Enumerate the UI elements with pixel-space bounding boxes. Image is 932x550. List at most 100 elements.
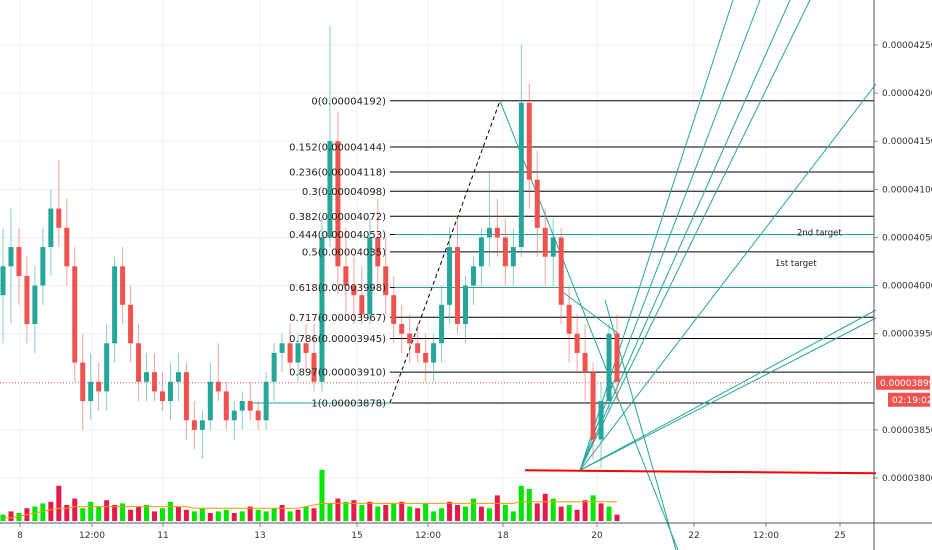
volume-bar [359, 505, 365, 521]
candle-body [136, 343, 142, 382]
last-price-tag [876, 375, 930, 390]
candle-body [239, 401, 245, 411]
candle-body [24, 275, 30, 325]
candle-body [534, 179, 540, 228]
fan-line [579, 83, 877, 471]
x-tick-label: 8 [17, 531, 23, 541]
fib-level-label: 0.5(0.00004035) [302, 247, 386, 258]
y-tick-label: 0.00004200 [882, 89, 932, 99]
candle-body [287, 343, 293, 363]
x-tick-label: 12:00 [79, 531, 105, 541]
support-line [524, 469, 877, 475]
candle-body [167, 381, 173, 402]
fan-line [579, 309, 877, 471]
volume-bar [56, 485, 62, 521]
candle-body [120, 266, 126, 305]
candle-body [104, 343, 110, 392]
volume-bar [439, 508, 445, 521]
candle-body [215, 381, 221, 392]
y-tick-label: 0.00004250 [882, 41, 932, 51]
volume-bar [152, 511, 158, 521]
candle-body [598, 401, 604, 440]
candle-body [8, 247, 14, 267]
y-axis[interactable]: 0.00004250 0.00004200 0.00004150 0.00004100… [873, 0, 932, 550]
moving-average-line [3, 501, 617, 519]
volume-bar [136, 506, 142, 521]
volume-bar [526, 489, 532, 521]
fib-level-label: 0.236(0.00004118) [289, 168, 386, 179]
volume-bar [478, 506, 484, 521]
x-tick-label: 20 [591, 531, 603, 541]
volume-bar [518, 485, 524, 521]
candle-body [152, 372, 158, 392]
drawings-layer [0, 0, 877, 550]
fib-level-label: 0.152(0.00004144) [289, 142, 386, 153]
candles [0, 25, 620, 469]
candle-body [88, 381, 94, 402]
candle-body [32, 285, 38, 325]
candle-body [478, 237, 484, 267]
volume-bar [335, 498, 341, 521]
volume-bar [8, 511, 14, 521]
fib-level-label: 1(0.00003878) [311, 398, 386, 409]
candle-body [335, 141, 341, 267]
volume-bar [391, 503, 397, 521]
volume-bar [279, 505, 285, 521]
y-tick-label: 0.00004150 [882, 137, 932, 147]
volume-bar [144, 505, 150, 521]
volume-bar [550, 498, 556, 521]
volume-bar [566, 505, 572, 521]
countdown-tag [888, 392, 930, 407]
grid [0, 0, 874, 523]
fan-line [579, 0, 791, 471]
x-tick-label: 12:00 [753, 531, 779, 541]
x-axis[interactable]: 8 12:00 11 13 15 12:00 18 20 22 12:00 25 [0, 522, 932, 541]
candle-body [223, 391, 229, 421]
volume-bar [223, 509, 229, 521]
candle-body [231, 410, 237, 421]
x-tick-label: 22 [688, 531, 699, 541]
candle-body [16, 247, 22, 276]
candle-body [72, 266, 78, 363]
volume-bar [231, 513, 237, 521]
y-tick-label: 0.00003800 [882, 474, 932, 484]
candle-body [614, 333, 620, 382]
fib-level-label: 0.444(0.00004053) [289, 230, 386, 241]
candle-body [367, 237, 373, 315]
fib-level-label: 0.382(0.00004072) [289, 212, 386, 223]
volume-bar [367, 501, 373, 521]
candle-body [375, 237, 381, 267]
target-annotation: 1st target [775, 259, 817, 269]
volume-bar [574, 509, 580, 521]
candle-body [48, 208, 54, 248]
volume-bar [183, 509, 189, 521]
volume-bar [447, 501, 453, 521]
candle-body [455, 247, 461, 325]
volume-bar [167, 501, 173, 521]
fan-line [559, 289, 621, 336]
candle-body [431, 343, 437, 363]
fib-level-label: 0.897(0.00003910) [289, 368, 386, 379]
candle-body [526, 102, 532, 180]
candle-body [327, 141, 333, 238]
candle-body [439, 304, 445, 344]
candle-body [303, 343, 309, 353]
y-tick-label: 0.00003950 [882, 330, 932, 340]
volume-bar [462, 506, 468, 521]
volume-bar [16, 513, 22, 521]
volume-bar [64, 505, 70, 521]
volume-bars [0, 469, 620, 521]
candle-body [415, 343, 421, 353]
candle-body [207, 381, 213, 421]
candle-body [271, 352, 277, 382]
volume-bar [470, 498, 476, 521]
candle-body [359, 295, 365, 315]
fib-level-label: 0.786(0.00003945) [289, 334, 386, 345]
volume-bar [327, 503, 333, 521]
y-tick-label: 0.00004100 [882, 185, 932, 195]
y-tick-label: 0.00004050 [882, 233, 932, 243]
annotations: 2nd target 1st target [775, 229, 842, 269]
candle-body [574, 333, 580, 353]
volume-bar [383, 505, 389, 521]
